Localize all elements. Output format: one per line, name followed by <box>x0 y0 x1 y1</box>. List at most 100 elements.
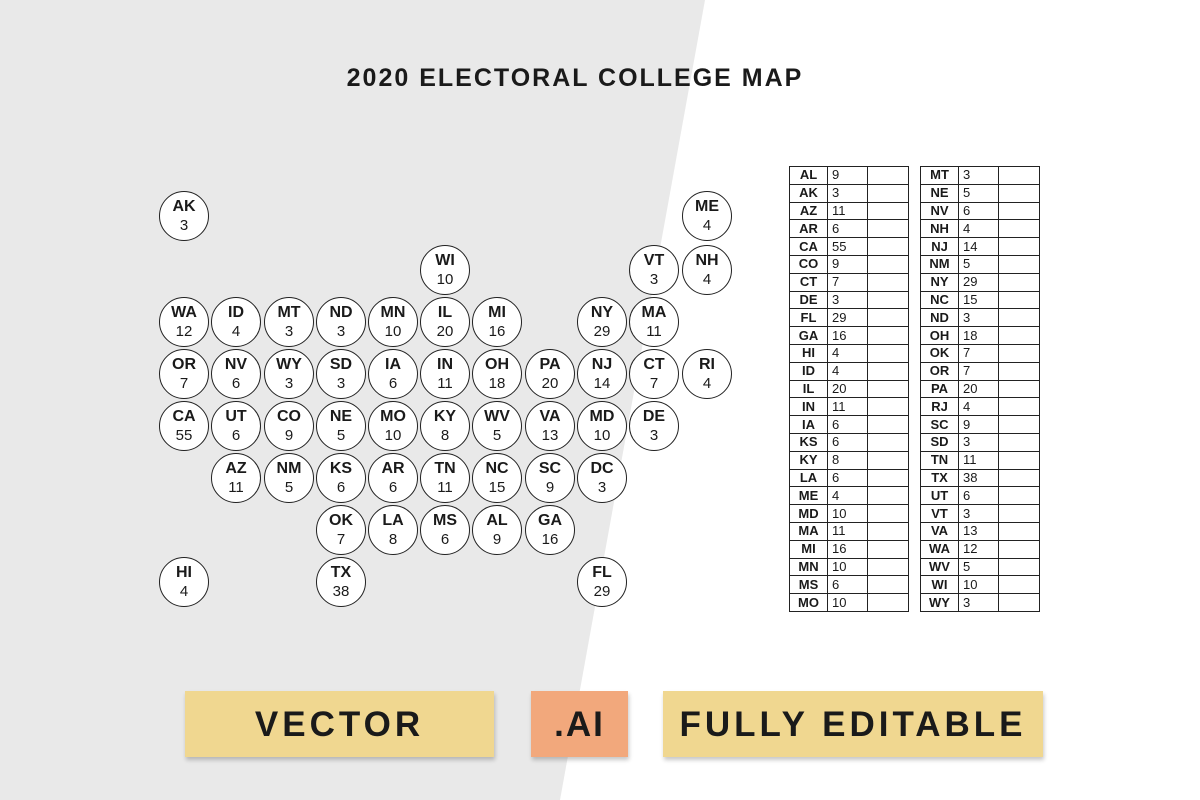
state-abbr: AL <box>486 512 508 529</box>
state-nd: ND 3 <box>316 297 366 347</box>
table-votes-cell: 4 <box>827 343 868 363</box>
table-votes-cell: 9 <box>827 166 868 185</box>
state-ky: KY 8 <box>420 401 470 451</box>
table-row: NM 5 <box>920 254 1040 274</box>
table-state-cell: VA <box>920 521 959 541</box>
table-votes-cell: 14 <box>958 237 999 256</box>
vector-badge: VECTOR <box>185 691 494 757</box>
table-blank-cell <box>998 397 1040 417</box>
state-abbr: NY <box>590 304 614 321</box>
table-state-cell: AK <box>789 183 828 203</box>
table-blank-cell <box>867 343 909 363</box>
table-votes-cell: 16 <box>827 326 868 345</box>
state-nj: NJ 14 <box>577 349 627 399</box>
table-votes-cell: 5 <box>958 254 999 274</box>
state-abbr: DC <box>590 460 614 477</box>
table-blank-cell <box>867 432 909 452</box>
table-votes-cell: 11 <box>827 397 868 417</box>
state-abbr: NC <box>485 460 509 477</box>
table-row: MI 16 <box>789 539 909 559</box>
state-abbr: AR <box>381 460 405 477</box>
state-votes: 9 <box>545 479 555 496</box>
table-blank-cell <box>998 521 1040 541</box>
state-abbr: MO <box>380 408 406 425</box>
table-row: MS 6 <box>789 575 909 595</box>
table-state-cell: TN <box>920 450 959 470</box>
state-votes: 3 <box>284 323 294 340</box>
table-row: IL 20 <box>789 379 909 399</box>
table-row: VA 13 <box>920 521 1040 541</box>
table-votes-cell: 7 <box>958 361 999 381</box>
state-me: ME 4 <box>682 191 732 241</box>
state-abbr: OH <box>485 356 509 373</box>
state-sc: SC 9 <box>525 453 575 503</box>
table-state-cell: VT <box>920 504 959 523</box>
table-state-cell: NY <box>920 272 959 292</box>
state-votes: 7 <box>336 531 346 548</box>
state-nv: NV 6 <box>211 349 261 399</box>
state-votes: 5 <box>284 479 294 496</box>
table-row: IN 11 <box>789 397 909 417</box>
table-blank-cell <box>998 343 1040 363</box>
state-abbr: NE <box>329 408 353 425</box>
table-state-cell: ID <box>789 361 828 381</box>
table-blank-cell <box>998 379 1040 399</box>
table-votes-cell: 3 <box>958 308 999 328</box>
state-abbr: DE <box>642 408 666 425</box>
table-row: NE 5 <box>920 183 1040 203</box>
table-votes-cell: 18 <box>958 326 999 345</box>
state-votes: 6 <box>388 375 398 392</box>
state-votes: 9 <box>492 531 502 548</box>
table-state-cell: NC <box>920 290 959 310</box>
state-abbr: KS <box>329 460 353 477</box>
table-state-cell: AZ <box>789 201 828 221</box>
table-row: ME 4 <box>789 486 909 506</box>
table-votes-cell: 6 <box>958 486 999 506</box>
state-abbr: RI <box>699 356 715 373</box>
state-mo: MO 10 <box>368 401 418 451</box>
table-state-cell: ND <box>920 308 959 328</box>
state-votes: 38 <box>332 583 350 600</box>
state-or: OR 7 <box>159 349 209 399</box>
state-abbr: LA <box>382 512 404 529</box>
table-state-cell: OK <box>920 343 959 363</box>
state-abbr: SD <box>329 356 353 373</box>
table-row: TX 38 <box>920 468 1040 488</box>
state-votes: 6 <box>231 427 241 444</box>
state-abbr: IA <box>385 356 401 373</box>
state-votes: 20 <box>541 375 559 392</box>
state-abbr: KY <box>433 408 457 425</box>
state-votes: 4 <box>179 583 189 600</box>
table-state-cell: TX <box>920 468 959 488</box>
state-abbr: HI <box>176 564 192 581</box>
state-votes: 16 <box>541 531 559 548</box>
state-votes: 7 <box>179 375 189 392</box>
state-votes: 7 <box>649 375 659 392</box>
table-row: MO 10 <box>789 593 909 612</box>
table-state-cell: AR <box>789 219 828 239</box>
state-abbr: WV <box>484 408 510 425</box>
table-blank-cell <box>998 361 1040 381</box>
state-abbr: WY <box>276 356 302 373</box>
table-votes-cell: 10 <box>827 557 868 577</box>
table-votes-cell: 29 <box>958 272 999 292</box>
table-row: MA 11 <box>789 521 909 541</box>
state-pa: PA 20 <box>525 349 575 399</box>
state-abbr: AZ <box>225 460 247 477</box>
table-state-cell: MA <box>789 521 828 541</box>
table-votes-cell: 4 <box>827 361 868 381</box>
state-votes: 6 <box>336 479 346 496</box>
state-abbr: VT <box>643 252 665 269</box>
state-ut: UT 6 <box>211 401 261 451</box>
table-row: NC 15 <box>920 290 1040 310</box>
table-votes-cell: 6 <box>958 201 999 221</box>
state-nh: NH 4 <box>682 245 732 295</box>
table-votes-cell: 12 <box>958 539 999 559</box>
state-ri: RI 4 <box>682 349 732 399</box>
state-abbr: TN <box>434 460 456 477</box>
state-abbr: SC <box>538 460 562 477</box>
table-votes-cell: 11 <box>958 450 999 470</box>
state-mn: MN 10 <box>368 297 418 347</box>
table-blank-cell <box>998 237 1040 256</box>
table-votes-cell: 7 <box>827 272 868 292</box>
